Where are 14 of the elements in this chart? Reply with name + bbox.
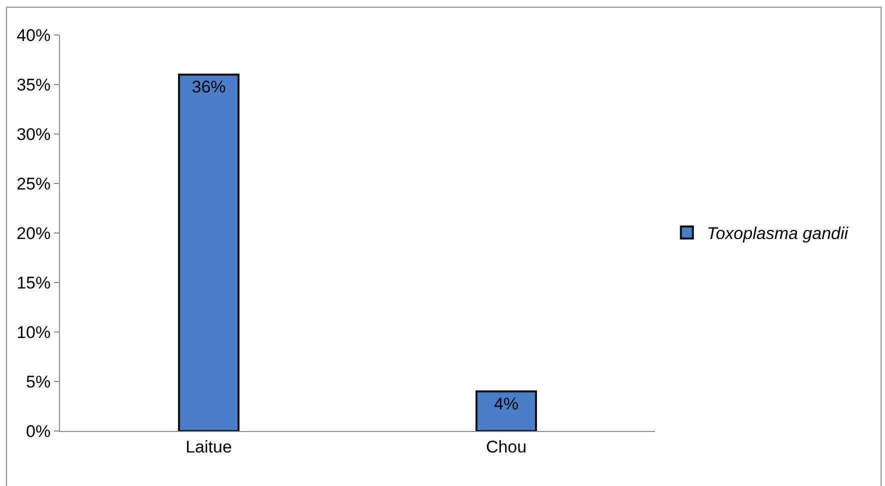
y-tick-label: 20%	[16, 224, 51, 243]
x-tick-label: Laitue	[186, 437, 232, 456]
legend-label: Toxoplasma gandii	[706, 224, 850, 244]
y-tick-label: 30%	[16, 124, 51, 144]
x-tick-label: Chou	[486, 437, 527, 456]
y-tick-label: 15%	[16, 273, 51, 292]
y-tick-label: 25%	[16, 174, 51, 194]
y-tick-label: 5%	[26, 372, 51, 392]
y-tick-label: 10%	[16, 322, 51, 342]
data-label: 4%	[494, 394, 519, 414]
y-tick-label: 35%	[16, 75, 51, 94]
y-tick-label: 40%	[16, 26, 51, 45]
y-tick-label: 0%	[26, 422, 51, 441]
data-label: 36%	[192, 78, 226, 97]
